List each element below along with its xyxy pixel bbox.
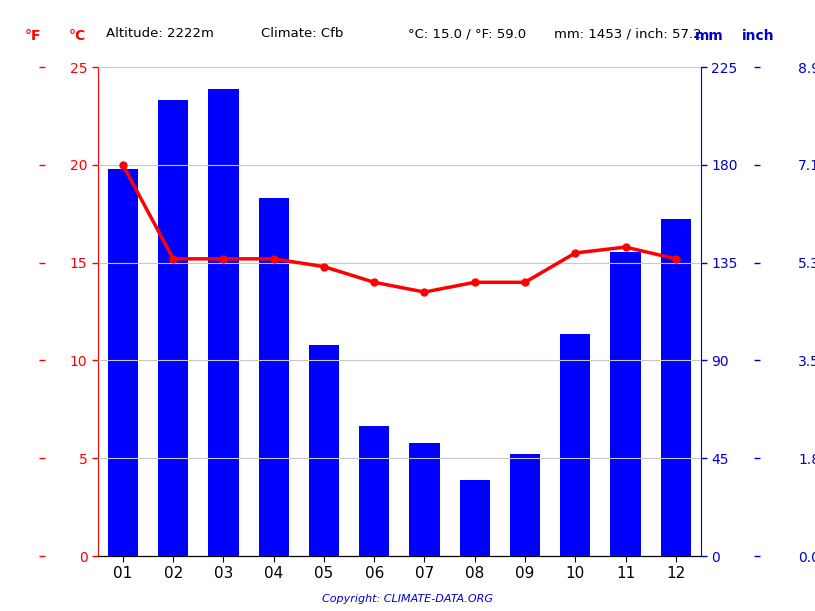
Bar	[610, 252, 641, 556]
Bar	[209, 89, 239, 556]
Bar	[510, 454, 540, 556]
Text: Altitude: 2222m: Altitude: 2222m	[106, 27, 214, 40]
Bar	[560, 334, 590, 556]
Bar	[158, 100, 188, 556]
Bar	[409, 443, 439, 556]
Text: inch: inch	[742, 29, 774, 43]
Text: °C: °C	[68, 29, 86, 43]
Text: Copyright: CLIMATE-DATA.ORG: Copyright: CLIMATE-DATA.ORG	[322, 594, 493, 604]
Bar	[309, 345, 339, 556]
Bar	[258, 197, 289, 556]
Bar	[460, 480, 490, 556]
Text: Climate: Cfb: Climate: Cfb	[261, 27, 343, 40]
Bar	[661, 219, 691, 556]
Text: °C: 15.0 / °F: 59.0: °C: 15.0 / °F: 59.0	[408, 27, 526, 40]
Bar	[108, 169, 138, 556]
Text: mm: 1453 / inch: 57.2: mm: 1453 / inch: 57.2	[554, 27, 702, 40]
Text: mm: mm	[694, 29, 724, 43]
Text: °F: °F	[24, 29, 41, 43]
Bar	[359, 426, 390, 556]
